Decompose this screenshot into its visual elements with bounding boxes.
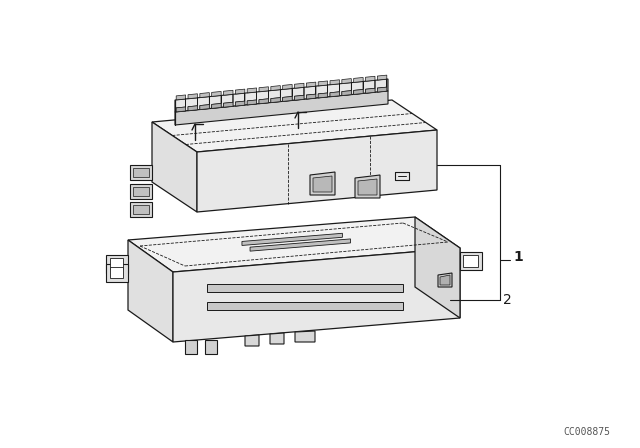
Polygon shape (212, 91, 221, 108)
Polygon shape (205, 340, 217, 354)
Polygon shape (245, 335, 259, 346)
Polygon shape (318, 81, 328, 98)
Polygon shape (236, 101, 245, 106)
Polygon shape (247, 100, 257, 105)
Polygon shape (463, 255, 478, 267)
Polygon shape (342, 90, 351, 95)
Polygon shape (354, 78, 363, 95)
Polygon shape (200, 93, 209, 110)
Text: 1: 1 (513, 250, 523, 264)
Polygon shape (250, 239, 351, 251)
Polygon shape (110, 258, 123, 269)
Polygon shape (106, 264, 128, 282)
Polygon shape (110, 267, 123, 278)
Polygon shape (310, 172, 335, 195)
Polygon shape (176, 107, 186, 112)
Polygon shape (133, 187, 149, 196)
Polygon shape (207, 284, 403, 292)
Polygon shape (307, 94, 316, 99)
Polygon shape (318, 93, 328, 98)
Polygon shape (247, 88, 257, 105)
Polygon shape (175, 91, 388, 125)
Polygon shape (185, 340, 197, 354)
Polygon shape (242, 233, 342, 246)
Polygon shape (130, 184, 152, 199)
Polygon shape (294, 83, 304, 100)
Polygon shape (378, 87, 387, 92)
Polygon shape (440, 275, 450, 285)
Text: CC008875: CC008875 (563, 427, 610, 437)
Polygon shape (460, 252, 482, 270)
Polygon shape (283, 96, 292, 101)
Polygon shape (106, 255, 128, 273)
Polygon shape (295, 331, 315, 342)
Polygon shape (313, 176, 332, 192)
Polygon shape (152, 122, 197, 212)
Polygon shape (175, 79, 388, 112)
Polygon shape (270, 333, 284, 344)
Polygon shape (438, 273, 452, 287)
Polygon shape (188, 94, 198, 111)
Polygon shape (130, 202, 152, 217)
Polygon shape (294, 95, 304, 100)
Polygon shape (259, 87, 269, 104)
Polygon shape (355, 175, 380, 198)
Polygon shape (223, 102, 233, 107)
Polygon shape (128, 217, 460, 272)
Polygon shape (152, 100, 437, 152)
Polygon shape (358, 179, 377, 195)
Polygon shape (259, 99, 269, 104)
Polygon shape (133, 205, 149, 214)
Polygon shape (307, 82, 316, 99)
Polygon shape (133, 168, 149, 177)
Polygon shape (415, 217, 460, 318)
Polygon shape (236, 89, 245, 106)
Polygon shape (271, 98, 280, 103)
Polygon shape (173, 248, 460, 342)
Polygon shape (176, 95, 186, 112)
Polygon shape (223, 90, 233, 107)
Polygon shape (330, 92, 339, 97)
Polygon shape (188, 106, 198, 111)
Polygon shape (271, 86, 280, 103)
Polygon shape (200, 105, 209, 110)
Polygon shape (212, 103, 221, 108)
Polygon shape (207, 302, 403, 310)
Polygon shape (197, 130, 437, 212)
Polygon shape (130, 165, 152, 180)
Polygon shape (378, 75, 387, 92)
Polygon shape (365, 88, 375, 93)
Polygon shape (283, 85, 292, 101)
Polygon shape (128, 240, 173, 342)
Polygon shape (354, 90, 363, 95)
Text: 2: 2 (503, 293, 512, 307)
Polygon shape (342, 78, 351, 95)
Polygon shape (330, 80, 339, 97)
Polygon shape (365, 76, 375, 93)
